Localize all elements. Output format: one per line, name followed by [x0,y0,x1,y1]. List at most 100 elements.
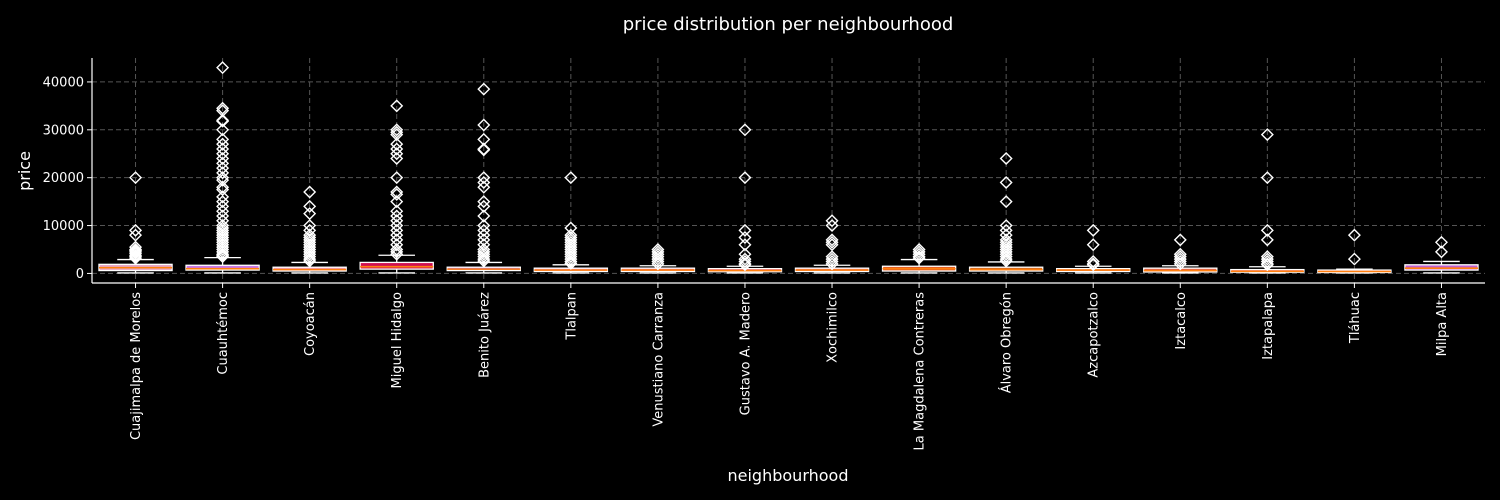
flier-point [477,175,491,189]
flier-point [1260,233,1274,247]
flier-point [477,195,491,209]
flier-point [651,252,665,266]
box-11 [1056,223,1131,274]
flier-point [1086,223,1100,237]
flier-point [477,82,491,96]
x-tick-label: Cuauhtémoc [216,292,231,375]
flier-point [1173,247,1187,261]
flier-point [216,240,230,254]
flier-point [825,252,839,266]
flier-point [216,248,230,262]
flier-point [912,247,926,261]
flier-point [390,142,404,156]
flier-point [999,254,1013,268]
flier-point [738,123,752,137]
flier-point [825,235,839,249]
flier-point [390,185,404,199]
axes-layer [87,58,1485,288]
flier-point [129,248,143,262]
flier-point [216,195,230,209]
y-axis-label: price [15,151,34,191]
flier-point [216,204,230,218]
flier-point [825,219,839,233]
x-tick-label: Benito Juárez [477,292,492,378]
flier-point [1173,254,1187,268]
flier-point [477,143,491,157]
flier-point [1173,233,1187,247]
y-tick-label: 20000 [43,171,84,186]
flier-point [999,152,1013,166]
y-tick-label: 0 [76,267,84,282]
y-tick-label: 30000 [43,123,84,138]
flier-point [303,199,317,213]
flier-point [738,231,752,245]
x-tick-label: Tlalpan [564,292,579,341]
flier-point [1347,252,1361,266]
flier-point [651,250,665,264]
flier-point [390,219,404,233]
x-axis-label: neighbourhood [728,466,849,485]
flier-point [1086,258,1100,272]
flier-point [216,137,230,151]
flier-point [303,247,317,261]
flier-point [1434,235,1448,249]
x-tick-label: Iztapalapa [1261,292,1276,360]
flier-point [390,195,404,209]
flier-point [825,214,839,228]
flier-point [390,147,404,161]
flier-point [477,247,491,261]
box-9 [881,242,957,274]
flier-point [477,254,491,268]
flier-point [390,99,404,113]
box-15 [1404,235,1479,274]
flier-point [477,199,491,213]
x-tick-label: Milpa Alta [1435,292,1450,356]
flier-point [216,61,230,75]
flier-point [477,250,491,264]
x-tick-label: Gustavo A. Madero [738,292,753,415]
iqr-box [359,261,434,270]
chart-title: price distribution per neighbourhood [623,14,954,35]
flier-point [303,250,317,264]
flier-point [1347,228,1361,242]
box-1 [185,61,260,274]
flier-point [477,180,491,194]
y-tick-label: 40000 [43,75,84,90]
flier-point [216,147,230,161]
flier-point [825,254,839,268]
flier-point [477,223,491,237]
flier-point [129,250,143,264]
flier-point [1260,223,1274,237]
flier-point [912,242,926,256]
box-3 [359,99,434,274]
box-0 [98,171,173,274]
flier-point [999,247,1013,261]
flier-point [216,242,230,256]
flier-point [216,166,230,180]
flier-point [477,252,491,266]
flier-point [738,171,752,185]
flier-point [390,228,404,242]
flier-point [129,251,143,265]
flier-point [564,252,578,266]
box-12 [1143,233,1218,274]
box-4 [446,82,521,274]
flier-point [390,247,404,261]
flier-point [129,243,143,257]
flier-point [651,254,665,268]
flier-point [390,152,404,166]
flier-point [651,257,665,271]
flier-point [1086,238,1100,252]
x-tick-label: Azcapotzalco [1087,292,1102,378]
flier-point [1173,252,1187,266]
flier-point [216,245,230,259]
flier-point [129,171,143,185]
x-tick-label: Miguel Hidalgo [390,292,405,389]
flier-point [216,180,230,194]
box-13 [1230,128,1305,274]
x-tick-label: Tláhuac [1348,292,1363,344]
flier-point [912,250,926,264]
flier-point [738,254,752,268]
flier-point [129,246,143,260]
flier-point [1260,258,1274,272]
